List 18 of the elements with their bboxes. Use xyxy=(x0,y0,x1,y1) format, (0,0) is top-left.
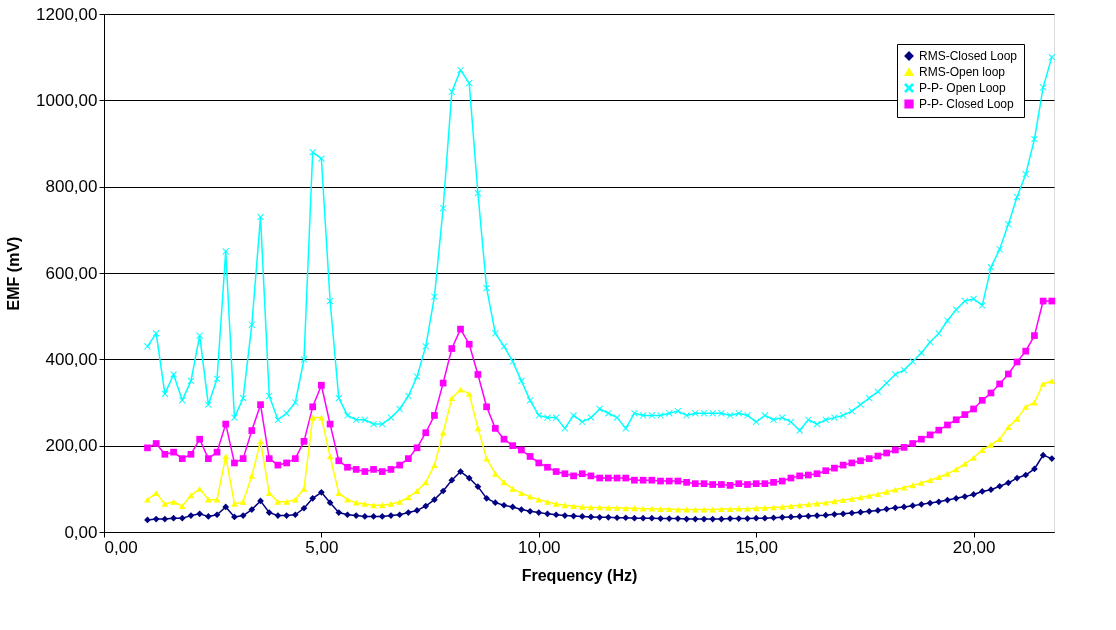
x-axis-title: Frequency (Hz) xyxy=(521,566,638,584)
legend-label: P-P- Open Loop xyxy=(919,81,1007,95)
y-tick-label: 200,00 xyxy=(45,436,98,456)
y-tick-label: 1000,00 xyxy=(36,90,98,110)
x-tick-label: 0,00 xyxy=(104,537,138,557)
x-tick-label: 15,00 xyxy=(735,537,778,557)
y-tick-label: 400,00 xyxy=(45,349,98,369)
y-tick-label: 600,00 xyxy=(45,263,98,283)
x-tick-label: 5,00 xyxy=(305,537,339,557)
legend-label: RMS-Open loop xyxy=(919,65,1006,79)
legend-label: P-P- Closed Loop xyxy=(919,97,1015,111)
legend-label: RMS-Closed Loop xyxy=(919,49,1018,63)
y-tick-label: 1200,00 xyxy=(36,4,98,24)
x-tick-label: 20,00 xyxy=(952,537,996,557)
y-tick-label: 0,00 xyxy=(64,522,98,542)
y-axis-title: EMF (mV) xyxy=(5,236,23,311)
y-tick-label: 800,00 xyxy=(45,177,98,197)
x-tick-label: 10,00 xyxy=(518,537,561,557)
